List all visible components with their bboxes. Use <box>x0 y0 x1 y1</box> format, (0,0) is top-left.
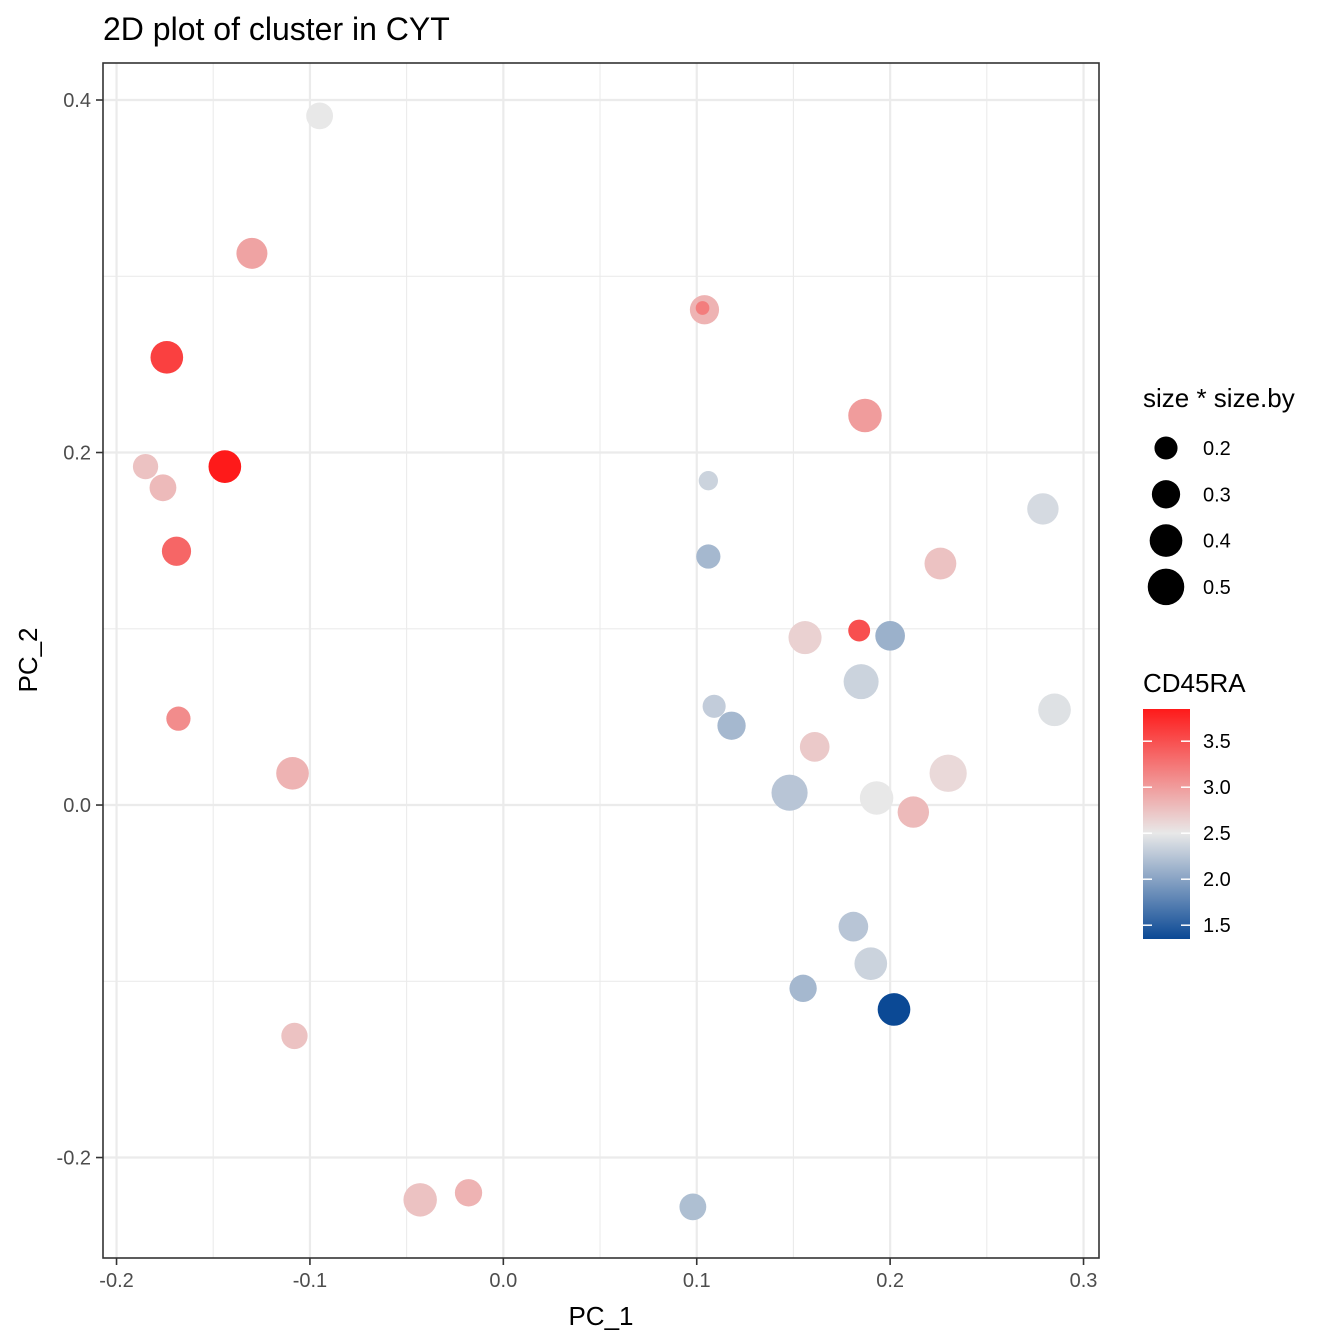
size-legend-key <box>1147 568 1185 606</box>
data-point <box>838 911 869 942</box>
data-point <box>702 694 726 718</box>
data-point <box>789 974 817 1002</box>
y-tick-label: 0.2 <box>63 443 91 465</box>
size-legend: size * size.by 0.2 0.3 0.4 0.5 <box>1143 383 1295 606</box>
x-tick-label: 0.0 <box>489 1270 517 1292</box>
x-tick-label: 0.2 <box>876 1270 904 1292</box>
plot-panel <box>103 63 1099 1258</box>
data-point <box>929 754 967 792</box>
data-point <box>897 796 930 828</box>
data-point <box>208 450 242 483</box>
major-gridlines <box>103 63 1099 1258</box>
data-point <box>281 1022 308 1050</box>
data-point <box>859 781 894 815</box>
size-legend-label: 0.3 <box>1203 484 1231 506</box>
data-point <box>236 237 268 269</box>
size-legend-key <box>1149 524 1183 557</box>
data-point <box>1038 693 1071 727</box>
data-point <box>717 711 746 740</box>
plot-panel-border <box>102 62 1100 1259</box>
data-point <box>166 706 191 731</box>
color-legend: CD45RA 3.5 3.0 2.5 2.0 1.5 <box>1143 668 1246 939</box>
data-point <box>161 536 192 566</box>
data-point <box>877 993 911 1026</box>
size-legend-label: 0.4 <box>1203 531 1231 553</box>
y-tick-label: 0.4 <box>63 90 91 112</box>
size-legend-label: 0.2 <box>1203 438 1231 460</box>
y-axis-ticks: -0.2 0.0 0.2 0.4 <box>57 90 103 1170</box>
data-point <box>848 619 871 642</box>
size-legend-key <box>1151 480 1181 509</box>
colorbar <box>1143 709 1190 939</box>
data-point <box>771 774 808 811</box>
colorbar-label: 3.0 <box>1203 777 1231 799</box>
colorbar-label: 2.5 <box>1203 823 1231 845</box>
x-axis-ticks: -0.2 -0.1 0.0 0.1 0.2 0.3 <box>99 1258 1097 1292</box>
chart-title: 2D plot of cluster in CYT <box>103 11 450 47</box>
data-point <box>306 102 334 130</box>
data-point <box>788 621 822 655</box>
data-point <box>454 1179 483 1207</box>
x-tick-label: -0.1 <box>293 1270 327 1292</box>
data-point <box>150 341 184 374</box>
y-tick-label: 0.0 <box>63 795 91 817</box>
data-point <box>843 664 879 700</box>
data-point <box>854 947 888 980</box>
data-point <box>799 732 830 762</box>
y-axis-title: PC_2 <box>13 627 43 692</box>
x-tick-label: 0.3 <box>1070 1270 1098 1292</box>
colorbar-label: 2.0 <box>1203 869 1231 891</box>
data-point <box>875 620 905 651</box>
data-point <box>1027 493 1059 525</box>
data-point <box>695 301 710 315</box>
color-legend-title: CD45RA <box>1143 668 1246 698</box>
data-point <box>132 453 159 480</box>
colorbar-label: 3.5 <box>1203 731 1231 753</box>
data-point <box>848 398 882 433</box>
data-point <box>696 544 721 569</box>
x-tick-label: 0.1 <box>683 1270 711 1292</box>
data-point <box>698 471 718 491</box>
size-legend-key <box>1154 436 1178 460</box>
data-point <box>403 1183 437 1217</box>
y-tick-label: -0.2 <box>57 1148 91 1170</box>
colorbar-label: 1.5 <box>1203 915 1231 937</box>
x-axis-title: PC_1 <box>568 1301 633 1331</box>
size-legend-title: size * size.by <box>1143 383 1295 413</box>
data-point <box>149 474 177 502</box>
x-tick-label: -0.2 <box>99 1270 133 1292</box>
minor-gridlines <box>103 63 1099 1258</box>
data-point <box>924 547 957 580</box>
data-point <box>276 756 309 790</box>
data-point <box>679 1193 707 1221</box>
data-points <box>132 102 1071 1221</box>
size-legend-label: 0.5 <box>1203 577 1231 599</box>
